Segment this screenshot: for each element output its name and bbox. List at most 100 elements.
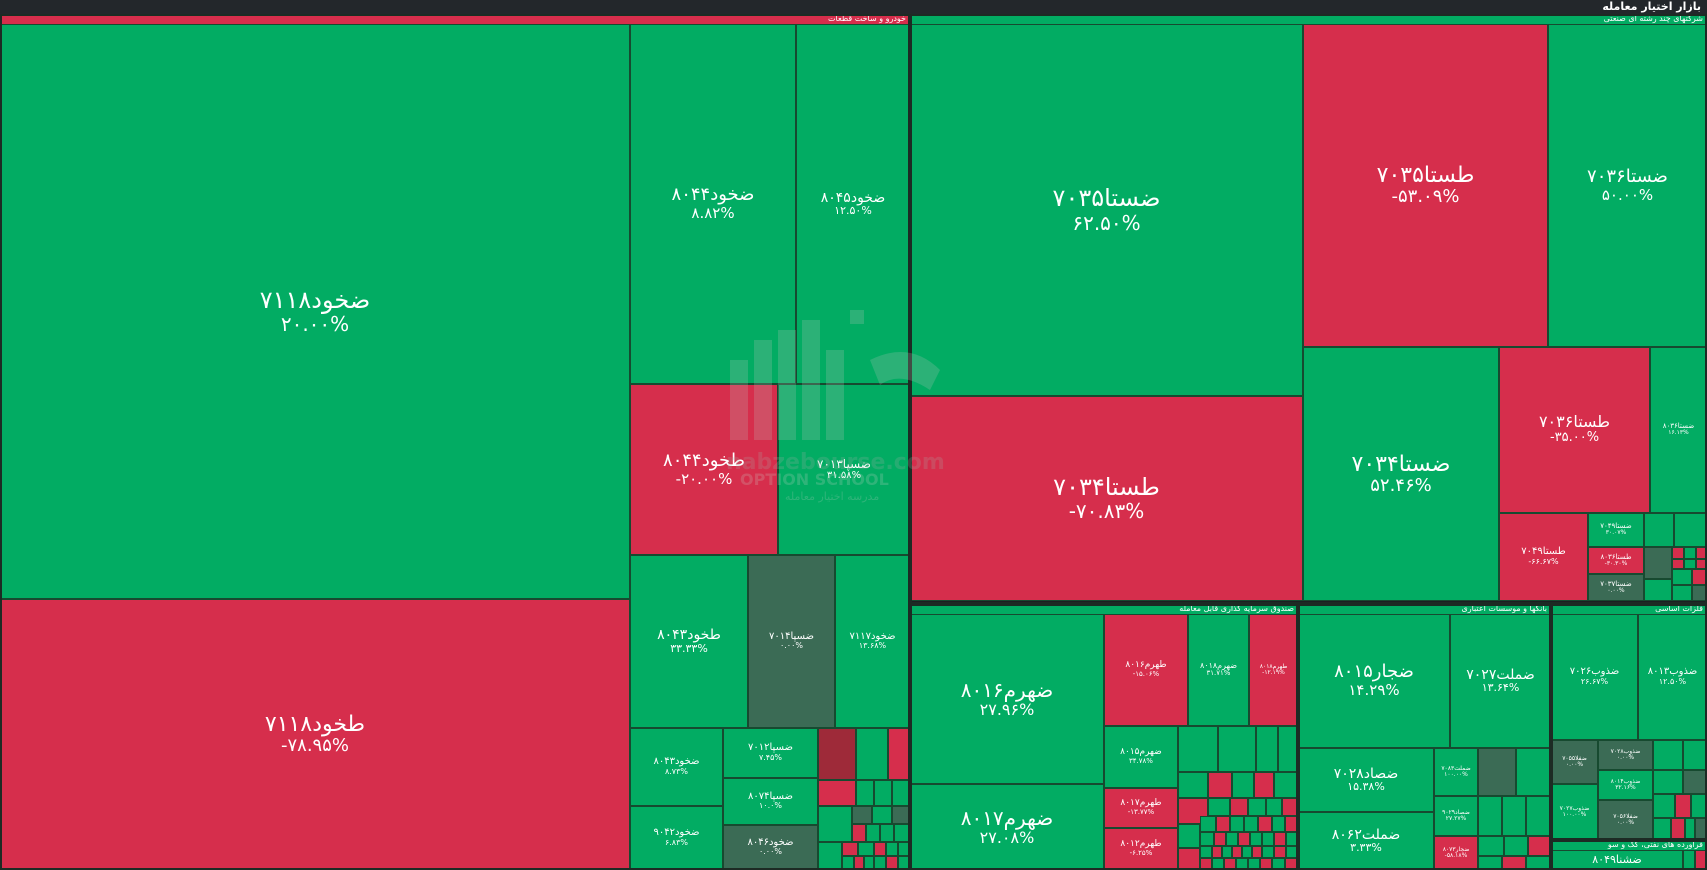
treemap-tile[interactable]: [892, 780, 910, 806]
treemap-tile[interactable]: [1212, 858, 1224, 870]
treemap-tile[interactable]: [1685, 818, 1695, 840]
treemap-tile[interactable]: [1672, 569, 1692, 585]
treemap-tile[interactable]: [1274, 832, 1286, 846]
treemap-tile[interactable]: [1653, 770, 1683, 794]
treemap-tile[interactable]: [1218, 726, 1256, 772]
treemap-tile[interactable]: [1178, 772, 1208, 798]
treemap-tile[interactable]: ضجار۸۰۱۵ ۱۴.۲۹%: [1298, 614, 1450, 748]
treemap-tile[interactable]: ضفلا۷۰۵۵ ۰.۰۰%: [1551, 740, 1598, 784]
treemap-tile[interactable]: [1256, 726, 1278, 772]
treemap-tile[interactable]: [1274, 772, 1298, 798]
treemap-tile[interactable]: [1671, 818, 1685, 840]
treemap-tile[interactable]: ضسپا۷۰۱۳ ۳۱.۵۸%: [778, 384, 910, 555]
treemap-tile[interactable]: ضستا۷۰۳۶ ۵۰.۰۰%: [1548, 24, 1707, 347]
treemap-tile[interactable]: ضخود۷۱۱۸ ۲۰.۰۰%: [0, 24, 630, 599]
treemap-tile[interactable]: [886, 856, 898, 870]
treemap-tile[interactable]: [898, 842, 910, 856]
treemap-tile[interactable]: ضملت۷۰۸۳ ۱۰۰.۰۰%: [1434, 748, 1478, 796]
treemap-tile[interactable]: ضستا۸۰۳۶ ۱۶.۱۳%: [1650, 347, 1707, 513]
treemap-tile[interactable]: ضذوب۸۰۱۳ ۱۲.۵۰%: [1638, 614, 1707, 740]
treemap-tile[interactable]: ضملت۸۰۶۲ ۳.۳۳%: [1298, 812, 1434, 870]
treemap-tile[interactable]: ضصاد۹۰۲۹ ۲۷.۲۷%: [1434, 796, 1478, 836]
treemap-tile[interactable]: [1208, 772, 1232, 798]
treemap-tile[interactable]: [1672, 547, 1684, 559]
treemap-tile[interactable]: طهرم۸۰۱۷ -۱۳.۷۷%: [1104, 788, 1178, 828]
treemap-tile[interactable]: [1178, 726, 1218, 772]
treemap-tile[interactable]: [1282, 798, 1298, 816]
treemap-tile[interactable]: ضستا۷۰۳۵ ۶۲.۵۰%: [910, 24, 1303, 396]
treemap-tile[interactable]: [886, 842, 898, 856]
sector-header[interactable]: صندوق سرمایه گذاری قابل معامله: [910, 604, 1298, 614]
treemap-tile[interactable]: [1528, 836, 1551, 856]
sector-header[interactable]: خودرو و ساخت قطعات: [0, 14, 910, 24]
treemap-tile[interactable]: [1683, 850, 1695, 870]
treemap-tile[interactable]: [1266, 798, 1282, 816]
treemap-tile[interactable]: [1272, 858, 1285, 870]
treemap-tile[interactable]: [1683, 770, 1707, 794]
treemap-tile[interactable]: ضذوب۷۰۲۸ ۰.۰۰%: [1598, 740, 1653, 770]
treemap-tile[interactable]: [1684, 547, 1696, 559]
treemap-tile[interactable]: ضسپا۸۰۷۴ ۱۰.۰%: [723, 778, 818, 825]
treemap-tile[interactable]: [842, 856, 854, 870]
treemap-tile[interactable]: [864, 856, 874, 870]
treemap-tile[interactable]: [1208, 798, 1230, 816]
treemap-tile[interactable]: طخود۸۰۴۴ -۲۰.۰۰%: [630, 384, 778, 555]
treemap-tile[interactable]: [874, 780, 892, 806]
treemap-tile[interactable]: [858, 842, 874, 856]
treemap-tile[interactable]: [866, 824, 880, 842]
treemap-tile[interactable]: [852, 806, 872, 824]
treemap-tile[interactable]: [1278, 726, 1298, 772]
treemap-tile[interactable]: [1212, 846, 1222, 858]
treemap-tile[interactable]: ضستا۷۰۳۴ ۵۲.۴۶%: [1303, 347, 1499, 601]
treemap-tile[interactable]: طهرم۸۰۱۸ -۱۲.۱۹%: [1249, 614, 1298, 726]
treemap-tile[interactable]: ضخود۷۱۱۷ ۱۳.۶۸%: [835, 555, 910, 728]
treemap-tile[interactable]: [1644, 547, 1672, 579]
treemap-tile[interactable]: ضملت۷۰۲۷ ۱۳.۶۴%: [1450, 614, 1551, 748]
treemap-tile[interactable]: [1258, 816, 1272, 832]
treemap-tile[interactable]: [1502, 856, 1526, 870]
treemap-tile[interactable]: [818, 780, 856, 806]
treemap-tile[interactable]: [1644, 579, 1672, 601]
treemap-tile[interactable]: ضخود۸۰۴۵ ۱۲.۵۰%: [796, 24, 910, 384]
treemap-tile[interactable]: [1200, 832, 1214, 846]
treemap-tile[interactable]: [894, 824, 910, 842]
treemap-tile[interactable]: [1692, 585, 1707, 601]
treemap-tile[interactable]: [1232, 772, 1254, 798]
treemap-tile[interactable]: ضذوب۷۰۲۶ ۲۶.۶۷%: [1551, 614, 1638, 740]
treemap-tile[interactable]: [1286, 846, 1298, 858]
treemap-tile[interactable]: ضفلا۷۰۵۶ ۰.۰۰%: [1598, 800, 1653, 840]
treemap-tile[interactable]: ضهرم۸۰۱۵ ۳۴.۷۸%: [1104, 726, 1178, 788]
treemap-tile[interactable]: [1262, 846, 1274, 858]
treemap-tile[interactable]: ضصاد۷۰۲۸ ۱۵.۳۸%: [1298, 748, 1434, 812]
treemap-tile[interactable]: ضخود۸۰۴۳ ۸.۷۳%: [630, 728, 723, 806]
treemap-tile[interactable]: ضشنا۸۰۴۹: [1551, 850, 1683, 870]
treemap-tile[interactable]: [1214, 832, 1226, 846]
treemap-tile[interactable]: [1178, 848, 1200, 870]
treemap-tile[interactable]: ضخود۹۰۴۲ ۶.۸۳%: [630, 806, 723, 870]
treemap-tile[interactable]: ضذوب۸۰۱۴ ۳۲.۱۶%: [1598, 770, 1653, 800]
treemap-tile[interactable]: طستا۸۰۳۶ -۳۰.۳۰%: [1588, 547, 1644, 574]
treemap-tile[interactable]: طهرم۸۰۱۲ -۶.۲۵%: [1104, 828, 1178, 870]
treemap-tile[interactable]: [1200, 858, 1212, 870]
treemap-tile[interactable]: [852, 824, 866, 842]
treemap-tile[interactable]: [1675, 794, 1691, 818]
treemap-tile[interactable]: [1695, 850, 1707, 870]
treemap-tile[interactable]: طستا۷۰۳۴ -۷۰.۸۳%: [910, 396, 1303, 601]
treemap-tile[interactable]: طهرم۸۰۱۶ -۱۵.۰۶%: [1104, 614, 1188, 726]
treemap-tile[interactable]: [1248, 798, 1266, 816]
treemap-tile[interactable]: [898, 856, 910, 870]
treemap-tile[interactable]: [1526, 856, 1551, 870]
treemap-tile[interactable]: ضهرم۸۰۱۸ ۳۱.۷۱%: [1188, 614, 1249, 726]
treemap-tile[interactable]: [1691, 794, 1707, 818]
treemap-tile[interactable]: [1516, 748, 1551, 796]
treemap-tile[interactable]: [1504, 836, 1528, 856]
treemap-tile[interactable]: طستا۷۰۳۶ -۳۵.۰۰%: [1499, 347, 1650, 513]
treemap-tile[interactable]: [818, 842, 842, 870]
treemap-tile[interactable]: [1285, 858, 1298, 870]
treemap-tile[interactable]: ضسپا۷۰۱۴ ۰.۰۰%: [748, 555, 835, 728]
treemap-tile[interactable]: [874, 856, 886, 870]
treemap-tile[interactable]: [1696, 559, 1707, 569]
sector-header[interactable]: شرکتهای چند رشته ای صنعتی: [910, 14, 1707, 24]
treemap-tile[interactable]: [1695, 818, 1707, 840]
treemap-tile[interactable]: [1222, 846, 1232, 858]
